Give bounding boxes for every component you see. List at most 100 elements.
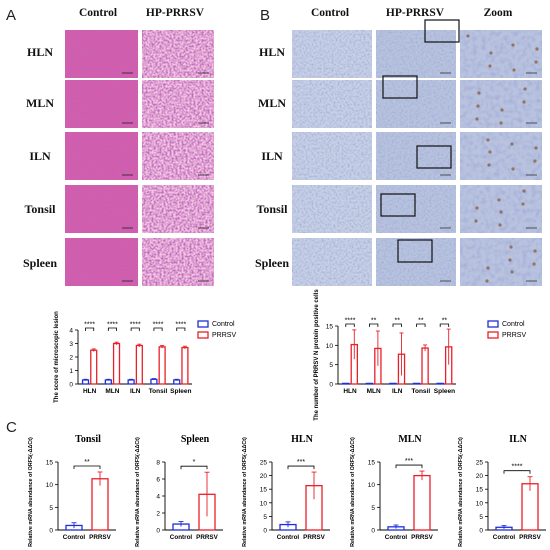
ihc-tile-texture: [376, 30, 456, 78]
ihc-tile-hp-prrsv-hln: [376, 30, 456, 78]
significance-bracket: [107, 327, 117, 331]
ihc-tile-texture: [292, 132, 372, 180]
y-axis-label: Relative mRNA abundance of ORF5(-ΔΔCt): [28, 437, 34, 547]
significance-bracket: [130, 327, 140, 331]
bar-prrsv-tonsil: [421, 347, 429, 385]
significance-bracket: [503, 470, 531, 474]
positive-cell-dot: [535, 47, 539, 51]
x-tick-label: PRRSV: [196, 534, 218, 541]
bar-control-iln: [389, 382, 397, 385]
significance-bracket: [153, 327, 163, 331]
ihc-tile-texture: [292, 80, 372, 128]
he-tile-hp-prrsv-iln: [142, 132, 214, 180]
significance-bracket: [395, 464, 423, 469]
he-tile-control-iln: [65, 132, 138, 180]
legend-label-prrsv: PRRSV: [212, 332, 236, 339]
zoom-box-hln: [424, 19, 460, 43]
positive-cell-dot: [523, 87, 527, 91]
x-tick-label: PRRSV: [411, 534, 433, 541]
significance-bracket: [416, 323, 426, 327]
positive-cell-dot: [508, 258, 512, 262]
y-tick-label: 25: [476, 460, 484, 467]
positive-cell-dot: [489, 51, 493, 55]
positive-cell-dot: [487, 163, 491, 167]
chart-title: MLN: [398, 434, 422, 445]
y-tick-label: 20: [476, 473, 484, 480]
he-tile-control-spleen: [65, 238, 138, 286]
bar-prrsv-spleen: [181, 346, 189, 385]
panel-b-row-hln: HLN: [259, 45, 285, 59]
positive-cell-dot: [533, 249, 537, 253]
y-tick-label: 10: [46, 482, 54, 489]
y-tick-label: 10: [476, 500, 484, 507]
significance-bracket: [73, 465, 101, 469]
significance-bracket: [176, 327, 186, 331]
significance-stars: **: [395, 318, 401, 325]
ihc-tile-zoom-tonsil: [460, 185, 542, 233]
x-tick-label: HLN: [83, 388, 97, 395]
he-tile-hp-prrsv-mln: [142, 80, 214, 128]
legend-label-control: Control: [212, 321, 235, 328]
positive-cell-dot: [488, 150, 492, 154]
x-tick-label: Control: [170, 534, 193, 541]
y-tick-label: 2: [156, 511, 160, 518]
ihc-tile-hp-prrsv-spleen: [376, 238, 456, 286]
positive-cell-dot: [533, 159, 537, 163]
zoom-box-mln: [382, 75, 418, 99]
bar-prrsv-tonsil: [158, 346, 166, 385]
y-tick-label: 15: [368, 460, 376, 467]
chart-orf5-tonsil: Tonsil 0 5 10 15 Relative mRNA abundance of O…: [28, 434, 116, 547]
chart-title: Spleen: [181, 434, 210, 445]
bar-control-spleen: [436, 382, 444, 385]
significance-bracket: [180, 465, 208, 470]
positive-cell-dot: [522, 100, 526, 104]
ihc-tile-texture: [460, 80, 542, 128]
ihc-tile-texture: [292, 238, 372, 286]
positive-cell-dot: [521, 202, 525, 206]
ihc-tile-control-iln: [292, 132, 372, 180]
significance-stars: ****: [512, 464, 523, 471]
bar-control-tonsil: [150, 378, 158, 385]
x-tick-label: PRRSV: [303, 534, 325, 541]
x-tick-label: Control: [277, 534, 300, 541]
positive-cell-dot: [522, 189, 526, 193]
ihc-tile-zoom-iln: [460, 132, 542, 180]
significance-bracket: [287, 465, 315, 470]
x-tick-label: Spleen: [434, 388, 455, 395]
y-axis-label: Relative mRNA abundance of ORF5(-ΔΔCt): [350, 437, 356, 547]
significance-stars: ****: [175, 322, 186, 329]
significance-stars: ****: [345, 318, 356, 325]
positive-cell-dot: [500, 108, 504, 112]
y-tick-label: 25: [260, 460, 268, 467]
panel-a-row-mln: MLN: [26, 96, 54, 110]
y-tick-label: 3: [69, 341, 73, 348]
significance-stars: ****: [153, 322, 164, 329]
ihc-tile-control-mln: [292, 80, 372, 128]
y-tick-label: 10: [260, 500, 268, 507]
x-tick-label: HLN: [343, 388, 357, 395]
y-tick-label: 10: [368, 482, 376, 489]
he-tile-texture: [142, 238, 214, 286]
positive-cell-dot: [488, 64, 492, 68]
y-tick-label: 0: [263, 528, 267, 535]
ihc-tile-hp-prrsv-iln: [376, 132, 456, 180]
ihc-tile-texture: [376, 132, 456, 180]
positive-cell-dot: [476, 104, 480, 108]
y-tick-label: 5: [49, 505, 53, 512]
x-tick-label: PRRSV: [519, 534, 541, 541]
ihc-tile-texture: [376, 185, 456, 233]
he-tile-hp-prrsv-spleen: [142, 238, 214, 286]
panel-a-row-hln: HLN: [27, 45, 53, 59]
chart-orf5-iln: ILN 0 5 10 15 20 25 Relative mRNA abundance of …: [458, 434, 546, 547]
panel-a-row-spleen: Spleen: [23, 256, 57, 270]
y-tick-label: 4: [69, 328, 73, 335]
y-tick-label: 20: [260, 473, 268, 480]
positive-cell-dot: [510, 142, 514, 146]
legend-swatch-prrsv: [197, 331, 209, 339]
x-tick-label: ILN: [130, 388, 141, 395]
y-tick-label: 5: [479, 514, 483, 521]
bar-control-mln: [365, 382, 374, 385]
legend-label-control: Control: [502, 321, 525, 328]
ihc-tile-control-hln: [292, 30, 372, 78]
positive-cell-dot: [499, 121, 503, 125]
